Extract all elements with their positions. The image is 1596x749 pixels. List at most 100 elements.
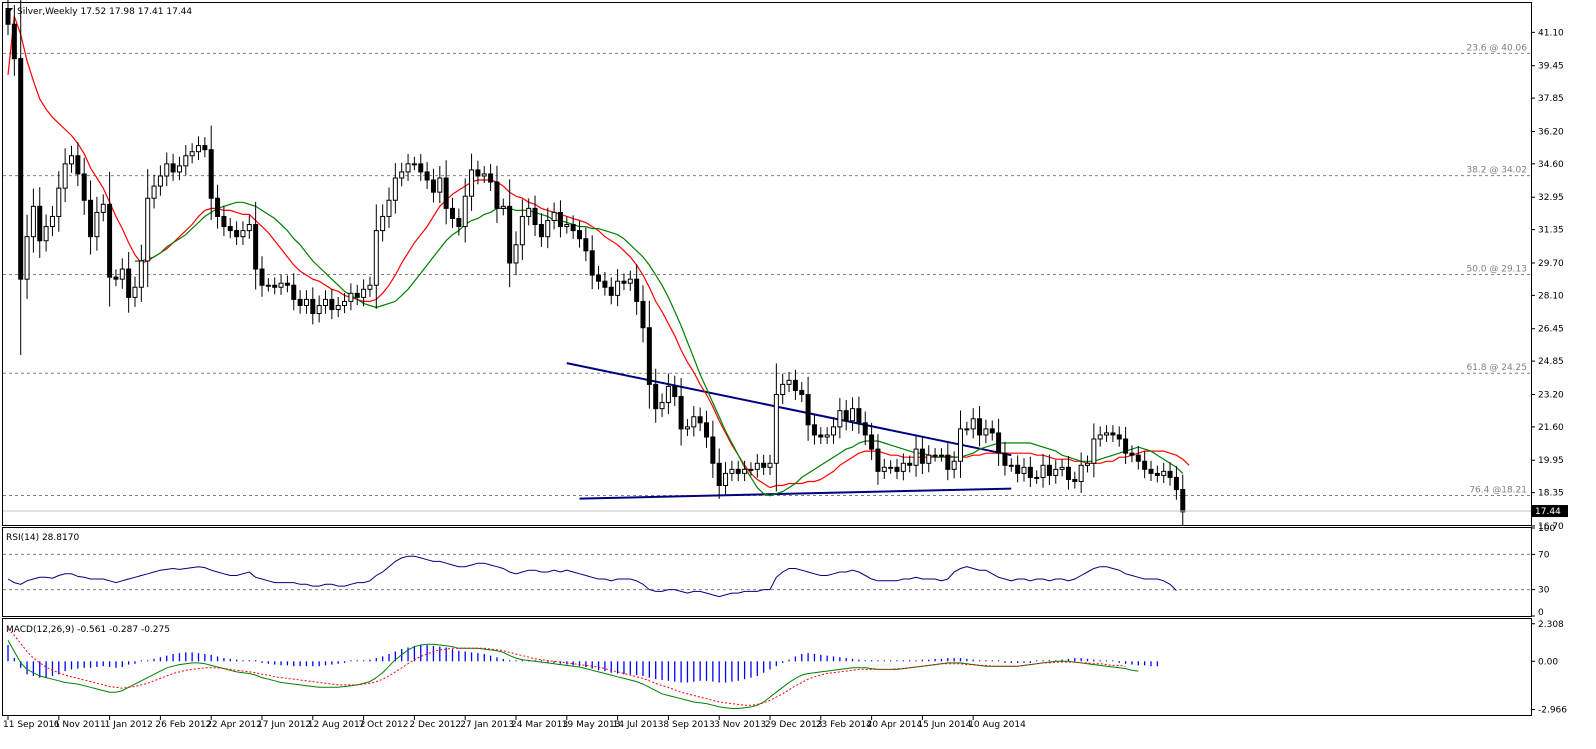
candle-body [951,460,957,470]
candle-body [424,171,430,181]
candle-body [977,418,983,436]
candle-body [704,422,709,438]
candle-body [272,284,278,288]
candle-body [94,211,100,238]
price-tick-label: 34.60 [1538,160,1564,170]
candle-body [62,163,68,189]
candle-body [748,468,754,471]
pane-frames [2,2,1532,716]
candle-body [1123,438,1129,454]
rsi-tick-label: 30 [1538,586,1550,596]
candle-body [310,298,316,315]
candle-body [246,224,252,232]
candle-body [634,278,640,302]
rsi-line [7,555,1177,598]
price-tick-label: 23.20 [1538,390,1564,400]
candle-body [850,408,856,422]
macd-tick-label: 2.308 [1538,620,1564,630]
candle-body [30,205,36,238]
candle-body [316,304,322,315]
trendline-lower [579,487,1012,500]
candle-body [1027,466,1033,478]
candle-body [5,9,11,25]
candle-body [640,300,646,329]
candle-body [862,422,868,436]
candle-body [215,197,221,217]
trendlines [566,362,1012,500]
candle-body [926,454,932,464]
candle-body [538,224,544,238]
candle-body [1059,466,1065,470]
rsi-tick-label: 70 [1538,550,1550,560]
candle-body [818,434,824,438]
candle-body [100,203,106,213]
candle-body [799,389,805,395]
candle-body [323,298,328,306]
candle-body [1154,472,1160,476]
candle-body [945,454,951,470]
candle-body [811,424,817,436]
candle-body [145,197,151,262]
candle-body [189,151,195,157]
candle-body [278,282,284,288]
candle-body [697,416,703,424]
candle-body [37,205,43,242]
price-tick-label: 36.20 [1538,127,1564,137]
candle-body [253,224,259,270]
candle-body [983,428,989,436]
candle-body [119,268,125,280]
candle-body [469,169,475,197]
candle-body [335,304,341,311]
candle-body [869,434,875,450]
price-tick-label: 19.95 [1538,456,1564,466]
chart-symbol: Silver,Weekly 17.52 17.98 17.41 17.44 [17,7,192,17]
candle-body [780,383,786,395]
candle-body [1015,464,1021,474]
candle-body [532,207,538,226]
fib-label: 38.2 @ 34.02 [1466,166,1527,176]
candle-body [900,462,906,472]
candle-body [208,149,214,199]
candle-body [481,173,487,177]
candle-body [691,416,697,428]
candle-body [24,236,30,280]
candle-body [348,292,354,302]
candle-body [1065,466,1071,480]
price-axis: 41.10 39.45 37.85 36.20 34.60 32.95 31.35 29.70… [1531,28,1564,532]
fib-label: 50.0 @ 29.13 [1466,265,1527,275]
candle-body [443,177,449,209]
candle-body [1021,466,1027,474]
candle-body [519,215,525,246]
price-tick-label: 18.35 [1538,489,1564,499]
time-tick-label: 29 Dec 2013 [765,720,823,730]
candle-body [932,454,938,457]
fib-label: 61.8 @ 24.25 [1466,363,1527,373]
candle-body [913,448,919,466]
candle-body [526,207,532,217]
time-tick-label: 17 Jun 2012 [257,720,311,730]
candle-body [1161,470,1167,476]
price-tick-label: 32.95 [1538,193,1564,203]
candle-body [786,379,792,385]
price-tick-label: 41.10 [1538,28,1564,38]
last-price-box [1532,505,1568,518]
candle-body [545,219,551,238]
current-price-marker: 17.44 [3,505,1568,517]
time-tick-label: 1 Jan 2012 [105,720,153,730]
candle-body [202,145,208,151]
macd-tick-label: 0.00 [1538,657,1558,667]
candle-body [551,211,557,221]
price-tick-label: 26.45 [1538,325,1564,335]
time-tick-label: 20 Apr 2014 [867,720,923,730]
rsi-pane-frame [2,527,1532,617]
candle-body [837,410,843,428]
candle-body [418,163,424,173]
candle-body [767,462,773,468]
candle-body [1034,476,1040,479]
candle-body [513,244,519,264]
candle-body [602,280,608,288]
time-tick-label: 22 Apr 2012 [206,720,262,730]
candle-body [240,230,246,238]
